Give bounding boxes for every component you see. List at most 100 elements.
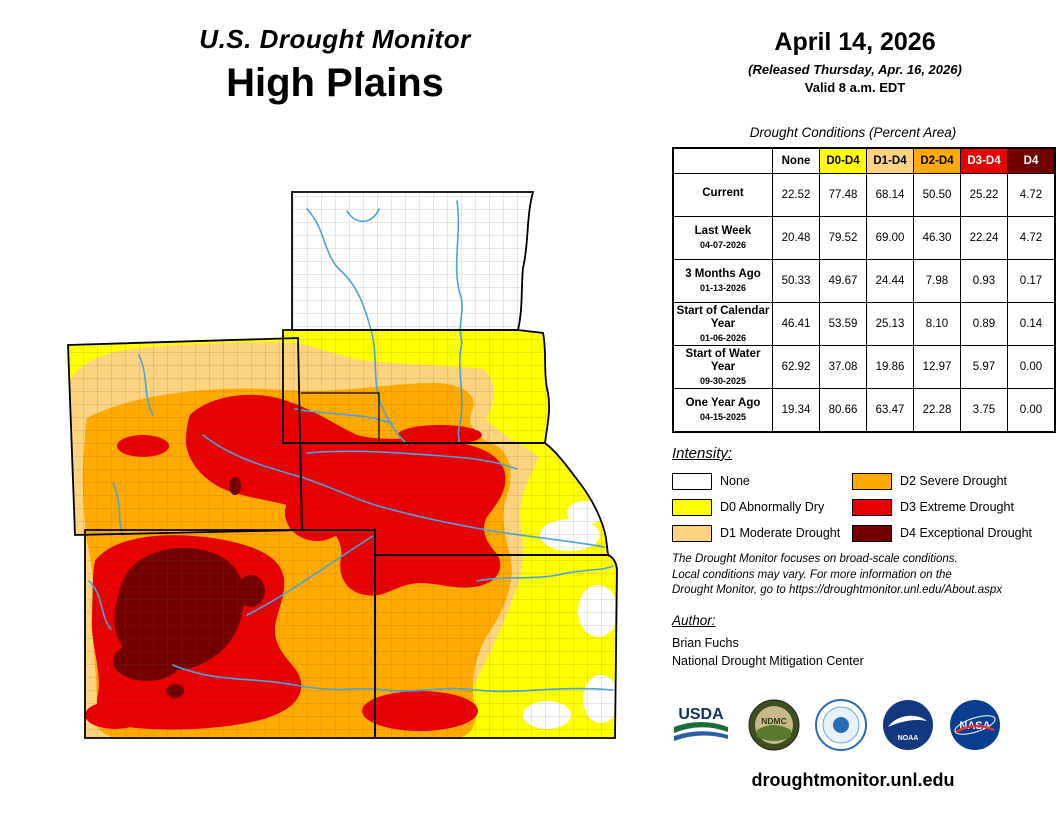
map-fill-layers: [68, 192, 617, 738]
row-label: Start of Water Year 09-30-2025: [672, 345, 773, 389]
table-title: Drought Conditions (Percent Area): [749, 125, 957, 140]
legend-item-d3: D3 Extreme Drought: [852, 494, 1032, 520]
legend-swatch-d3: [852, 498, 892, 516]
row-label-date: 04-15-2025: [699, 412, 747, 423]
value-cell: 69.00: [866, 216, 914, 260]
row-label: Current: [672, 173, 773, 217]
value-cell: 7.98: [913, 259, 961, 303]
value-cell: 0.93: [960, 259, 1008, 303]
legend-item-d1: D1 Moderate Drought: [672, 520, 840, 546]
value-cell: 77.48: [819, 173, 867, 217]
legend-column-1: None D0 Abnormally Dry D1 Moderate Droug…: [672, 468, 840, 546]
author-heading: Author:: [672, 613, 716, 628]
value-cell: 46.30: [913, 216, 961, 260]
page-title: High Plains: [226, 61, 444, 105]
row-label-date: 09-30-2025: [699, 376, 747, 387]
value-cell: 12.97: [913, 345, 961, 389]
legend-label: D4 Exceptional Drought: [900, 526, 1033, 540]
disclaimer-line: The Drought Monitor focuses on broad-sca…: [672, 553, 958, 565]
col-header-d2-d4: D2-D4: [913, 147, 961, 174]
released-date: (Released Thursday, Apr. 16, 2026): [748, 62, 962, 77]
row-label: One Year Ago 04-15-2025: [672, 388, 773, 432]
value-cell: 0.00: [1007, 388, 1056, 432]
ndmc-logo: NDMC: [748, 699, 800, 751]
legend-item-none: None: [672, 468, 840, 494]
noaa-logo: NOAA: [883, 700, 933, 750]
noaa-logo-text: NOAA: [898, 735, 919, 742]
seal-emblem: [833, 717, 849, 733]
row-label-date: 01-13-2026: [699, 283, 747, 294]
usda-logo: USDA: [674, 706, 728, 741]
logo-row: USDA NDMC NOAA NASA: [668, 698, 1002, 752]
value-cell: 19.34: [772, 388, 820, 432]
value-cell: 20.48: [772, 216, 820, 260]
state-north-dakota: [291, 191, 535, 331]
value-cell: 22.28: [913, 388, 961, 432]
row-label: Last Week 04-07-2026: [672, 216, 773, 260]
legend-swatch-d0: [672, 498, 712, 516]
row-label-text: Start of Water Year: [685, 347, 761, 373]
value-cell: 8.10: [913, 302, 961, 346]
col-header-d0-d4: D0-D4: [819, 147, 867, 174]
row-label-date: 01-06-2026: [699, 333, 747, 344]
usda-swoosh: [674, 722, 728, 733]
table-row-last-week: Last Week 04-07-2026 20.48 79.52 69.00 46…: [672, 216, 1056, 260]
ndmc-landscape: [757, 725, 791, 741]
value-cell: 25.22: [960, 173, 1008, 217]
author-name: Brian Fuchs: [672, 636, 739, 650]
noaa-circle: [883, 700, 933, 750]
row-label-text: Last Week: [694, 225, 752, 238]
disclaimer-line: Drought Monitor, go to https://droughtmo…: [672, 584, 1003, 597]
drought-map: [55, 183, 670, 788]
value-cell: 0.89: [960, 302, 1008, 346]
value-cell: 0.14: [1007, 302, 1056, 346]
row-label: 3 Months Ago 01-13-2026: [672, 259, 773, 303]
row-label-text: 3 Months Ago: [685, 268, 761, 281]
legend-title: Intensity:: [672, 445, 733, 462]
legend-swatch-none: [672, 472, 712, 490]
ndmc-logo-text: NDMC: [761, 716, 787, 726]
row-label: Start of Calendar Year 01-06-2026: [672, 302, 773, 346]
legend-swatch-d2: [852, 472, 892, 490]
value-cell: 22.24: [960, 216, 1008, 260]
row-label-text: Start of Calendar Year: [676, 304, 770, 330]
corner-cell: [672, 147, 773, 174]
col-header-none: None: [772, 147, 820, 174]
value-cell: 0.17: [1007, 259, 1056, 303]
author-organization: National Drought Mitigation Center: [672, 654, 864, 668]
usda-logo-text: USDA: [678, 706, 724, 723]
value-cell: 24.44: [866, 259, 914, 303]
table-row-start-water-year: Start of Water Year 09-30-2025 62.92 37.0…: [672, 345, 1056, 389]
state-south-dakota: [282, 329, 550, 444]
nasa-chevron: [955, 724, 995, 734]
table-row-current: Current 22.52 77.48 68.14 50.50 25.22 4.…: [672, 173, 1056, 217]
value-cell: 49.67: [819, 259, 867, 303]
value-cell: 22.52: [772, 173, 820, 217]
footer-url: droughtmonitor.unl.edu: [751, 770, 955, 790]
map-date: April 14, 2026: [774, 28, 936, 56]
valid-time: Valid 8 a.m. EDT: [804, 80, 906, 95]
legend-item-d4: D4 Exceptional Drought: [852, 520, 1032, 546]
col-header-d4: D4: [1007, 147, 1056, 174]
value-cell: 68.14: [866, 173, 914, 217]
value-cell: 46.41: [772, 302, 820, 346]
legend-label: D1 Moderate Drought: [720, 526, 841, 540]
value-cell: 50.33: [772, 259, 820, 303]
value-cell: 79.52: [819, 216, 867, 260]
climate-division-outline: [301, 392, 380, 441]
value-cell: 50.50: [913, 173, 961, 217]
legend-swatch-d4: [852, 524, 892, 542]
value-cell: 5.97: [960, 345, 1008, 389]
state-nebraska: [299, 442, 610, 556]
disclaimer-line: Local conditions may vary. For more info…: [672, 568, 952, 581]
conditions-table: None D0-D4 D1-D4 D2-D4 D3-D4 D4 Current …: [672, 147, 1056, 433]
table-row-3-months-ago: 3 Months Ago 01-13-2026 50.33 49.67 24.44…: [672, 259, 1056, 303]
high-plains-map-svg: [67, 191, 618, 739]
state-borders: [67, 191, 618, 739]
row-label-text: Current: [702, 187, 744, 200]
legend-label: D0 Abnormally Dry: [720, 500, 825, 514]
table-header-row: None D0-D4 D1-D4 D2-D4 D3-D4 D4: [672, 147, 1056, 174]
value-cell: 3.75: [960, 388, 1008, 432]
state-kansas: [374, 554, 618, 739]
